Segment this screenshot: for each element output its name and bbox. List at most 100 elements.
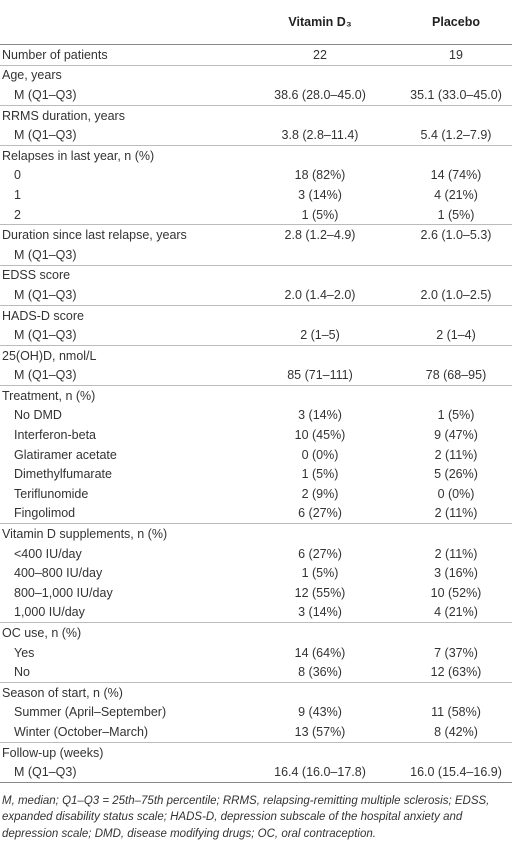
group-row: Age, years	[0, 64, 512, 86]
header-cell: Vitamin D₃	[240, 0, 400, 45]
row-label: Summer (April–September)	[14, 705, 167, 720]
value-cell	[240, 304, 400, 326]
sub-row: 1,000 IU/day 3 (14%) 4 (21%)	[0, 603, 512, 623]
row-group: OC use, n (%) Yes 14 (64%) 7 (37%) No 8 (36%)…	[0, 622, 512, 683]
sub-row: 800–1,000 IU/day 12 (55%) 10 (52%)	[0, 583, 512, 603]
value-cell: 19	[449, 47, 463, 62]
row-group: Number of patients 22 19	[0, 45, 512, 66]
value-cell: 2.0 (1.4–2.0)	[284, 287, 356, 302]
row-group: Duration since last relapse, years 2.8 (1…	[0, 224, 512, 265]
value-cell: 2 (11%)	[434, 506, 478, 521]
row-group: Relapses in last year, n (%) 0 18 (82%) 14 …	[0, 144, 512, 225]
value-cell: 1 (5%)	[301, 566, 339, 581]
sub-row: <400 IU/day 6 (27%) 2 (11%)	[0, 544, 512, 564]
row-group: HADS-D score M (Q1–Q3) 2 (1–5) 2 (1–4)	[0, 304, 512, 345]
sub-row: 2 1 (5%) 1 (5%)	[0, 205, 512, 225]
value-cell: 5 (26%)	[434, 467, 478, 482]
value-cell	[400, 64, 512, 86]
value-cell: 78 (68–95)	[425, 368, 487, 383]
value-cell: 10 (45%)	[294, 428, 346, 443]
value-cell	[400, 681, 512, 703]
value-cell: 8 (42%)	[434, 724, 478, 739]
row-label: Duration since last relapse, years	[0, 224, 240, 245]
value-cell	[240, 681, 400, 703]
sub-row: Glatiramer acetate 0 (0%) 2 (11%)	[0, 445, 512, 465]
row-label: Season of start, n (%)	[0, 681, 240, 703]
value-cell	[400, 304, 512, 326]
sub-row: M (Q1–Q3) 3.8 (2.8–11.4) 5.4 (1.2–7.9)	[0, 125, 512, 145]
value-cell	[240, 264, 400, 286]
value-cell: 7 (37%)	[434, 645, 478, 660]
row-label: 1,000 IU/day	[14, 605, 85, 620]
value-cell: 0 (0%)	[437, 486, 475, 501]
sub-row: 0 18 (82%) 14 (74%)	[0, 166, 512, 186]
value-cell: 85 (71–111)	[287, 368, 353, 383]
sub-row: No DMD 3 (14%) 1 (5%)	[0, 406, 512, 426]
row-label: Follow-up (weeks)	[0, 741, 240, 763]
sub-row: Yes 14 (64%) 7 (37%)	[0, 643, 512, 663]
value-cell: 35.1 (33.0–45.0)	[410, 87, 502, 102]
value-cell	[400, 144, 512, 166]
sub-row: 1 3 (14%) 4 (21%)	[0, 185, 512, 205]
value-cell: 14 (64%)	[294, 645, 346, 660]
value-cell	[400, 385, 512, 406]
group-row: Follow-up (weeks)	[0, 741, 512, 763]
row-label: M (Q1–Q3)	[14, 328, 77, 343]
value-cell: 2 (11%)	[434, 546, 478, 561]
value-cell	[400, 104, 512, 126]
value-cell: 3 (14%)	[298, 187, 342, 202]
value-cell	[400, 245, 512, 265]
group-row: HADS-D score	[0, 304, 512, 326]
value-cell: 22	[313, 47, 327, 62]
value-cell: 12 (63%)	[430, 665, 482, 680]
row-group: Age, years M (Q1–Q3) 38.6 (28.0–45.0) 35.1 …	[0, 64, 512, 105]
value-cell: 2 (11%)	[434, 447, 478, 462]
value-cell	[240, 64, 400, 86]
sub-row: Summer (April–September) 9 (43%) 11 (58%)	[0, 703, 512, 723]
value-cell: 1 (5%)	[437, 408, 475, 423]
row-label: Glatiramer acetate	[14, 447, 117, 462]
value-cell: 2 (9%)	[301, 486, 339, 501]
sub-row: Winter (October–March) 13 (57%) 8 (42%)	[0, 722, 512, 742]
value-cell: 9 (43%)	[298, 705, 342, 720]
value-cell: 1 (5%)	[301, 467, 339, 482]
sub-row: M (Q1–Q3) 2.0 (1.4–2.0) 2.0 (1.0–2.5)	[0, 285, 512, 305]
sub-row: 400–800 IU/day 1 (5%) 3 (16%)	[0, 563, 512, 583]
sub-row: M (Q1–Q3) 16.4 (16.0–17.8) 16.0 (15.4–16.9…	[0, 762, 512, 783]
value-cell	[240, 245, 400, 265]
row-group: 25(OH)D, nmol/L M (Q1–Q3) 85 (71–111) 78 (6…	[0, 344, 512, 386]
header-cell	[0, 0, 240, 45]
row-label: No	[14, 665, 30, 680]
sub-row: Interferon-beta 10 (45%) 9 (47%)	[0, 425, 512, 445]
sub-row: M (Q1–Q3)	[0, 245, 512, 265]
value-cell: 2.8 (1.2–4.9)	[240, 224, 400, 245]
value-cell: 16.4 (16.0–17.8)	[240, 762, 400, 783]
value-cell: 5.4 (1.2–7.9)	[420, 128, 492, 143]
row-label: 0	[14, 168, 21, 183]
row-label: OC use, n (%)	[0, 622, 240, 643]
row-label: Winter (October–March)	[14, 724, 149, 739]
sub-row: Fingolimod 6 (27%) 2 (11%)	[0, 504, 512, 524]
value-cell	[240, 344, 400, 366]
row-group: EDSS score M (Q1–Q3) 2.0 (1.4–2.0) 2.0 (1.0…	[0, 264, 512, 305]
row-group: RRMS duration, years M (Q1–Q3) 3.8 (2.8–11…	[0, 104, 512, 145]
row-label: No DMD	[14, 408, 62, 423]
value-cell	[240, 622, 400, 643]
row-label: M (Q1–Q3)	[14, 368, 77, 383]
row-label: M (Q1–Q3)	[14, 87, 77, 102]
sub-row: M (Q1–Q3) 85 (71–111) 78 (68–95)	[0, 366, 512, 386]
value-cell	[400, 523, 512, 544]
value-cell	[400, 741, 512, 763]
group-row: Treatment, n (%)	[0, 385, 512, 406]
row-label: Yes	[14, 645, 35, 660]
value-cell: 10 (52%)	[430, 585, 482, 600]
row-label: M (Q1–Q3)	[14, 128, 77, 143]
value-cell: 6 (27%)	[298, 546, 342, 561]
row-label: Fingolimod	[14, 506, 76, 521]
row-label: M (Q1–Q3)	[0, 762, 240, 783]
row-label: HADS-D score	[0, 304, 240, 326]
group-row: EDSS score	[0, 264, 512, 286]
value-cell: 16.0 (15.4–16.9)	[400, 762, 512, 783]
row-group: Treatment, n (%) No DMD 3 (14%) 1 (5%) Inter…	[0, 385, 512, 524]
